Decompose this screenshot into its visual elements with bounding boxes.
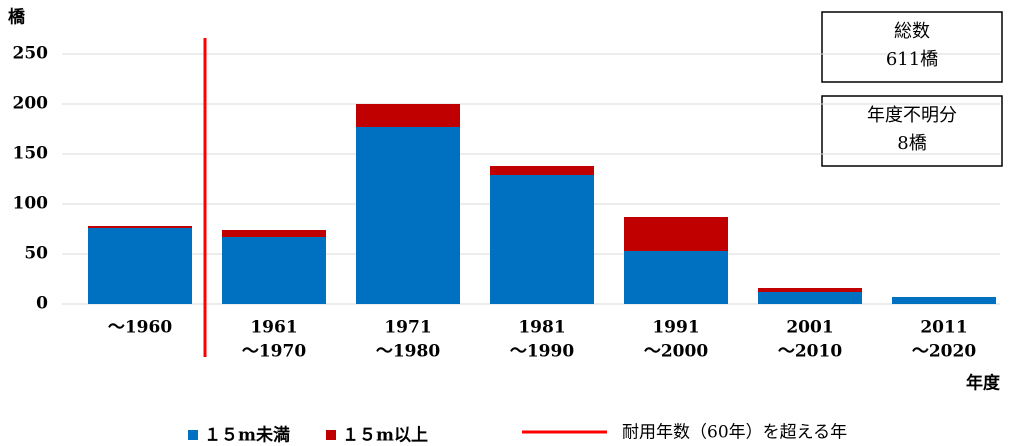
bar-segment [222,230,326,237]
x-tick-label: 1981 [518,318,565,338]
legend-label: 耐用年数（60年）を超える年 [622,423,847,443]
x-tick-label: ～2020 [912,342,976,362]
bar-segment [356,127,460,304]
x-tick-label: 1971 [384,318,431,338]
x-tick-label: 2011 [920,318,967,338]
x-tick-label: 2001 [786,318,833,338]
bar-segment [88,226,192,228]
x-tick-label: ～2010 [778,342,842,362]
annotation-text: 総数 [894,21,930,42]
bar-segment [892,297,996,304]
x-tick-label: ～1970 [242,342,306,362]
bar-segment [758,288,862,292]
legend-label: １５m未満 [204,425,290,446]
y-tick-label: 100 [13,194,49,214]
bar-segment [490,166,594,175]
bar-segment [758,292,862,304]
bar-segment [356,104,460,127]
y-tick-label: 50 [24,244,48,264]
y-axis-label: 橋 [8,7,26,28]
legend-label: １５m以上 [342,426,428,446]
annotation-text: 年度不明分 [867,105,957,126]
bar-segment [222,237,326,304]
bar-segment [490,175,594,304]
legend-swatch [188,430,198,440]
x-tick-label: 1991 [652,318,699,338]
x-tick-label: 1961 [250,318,297,338]
bar-segment [624,251,728,304]
y-tick-label: 150 [13,144,49,164]
y-tick-label: 200 [13,94,49,114]
x-axis-label: 年度 [966,373,1001,394]
y-tick-label: 250 [13,44,49,64]
bar-segment [88,228,192,304]
x-tick-label: ～2000 [644,342,708,362]
x-tick-label: ～1980 [376,342,440,362]
annotation-text: 8橋 [897,133,926,154]
bar-segment [624,217,728,251]
x-tick-label: ～1990 [510,342,574,362]
legend-swatch [326,430,336,440]
y-tick-label: 0 [36,294,48,314]
annotation-text: 611橋 [886,49,938,70]
annotation-box [821,11,1003,83]
x-tick-label: ～1960 [108,318,172,338]
